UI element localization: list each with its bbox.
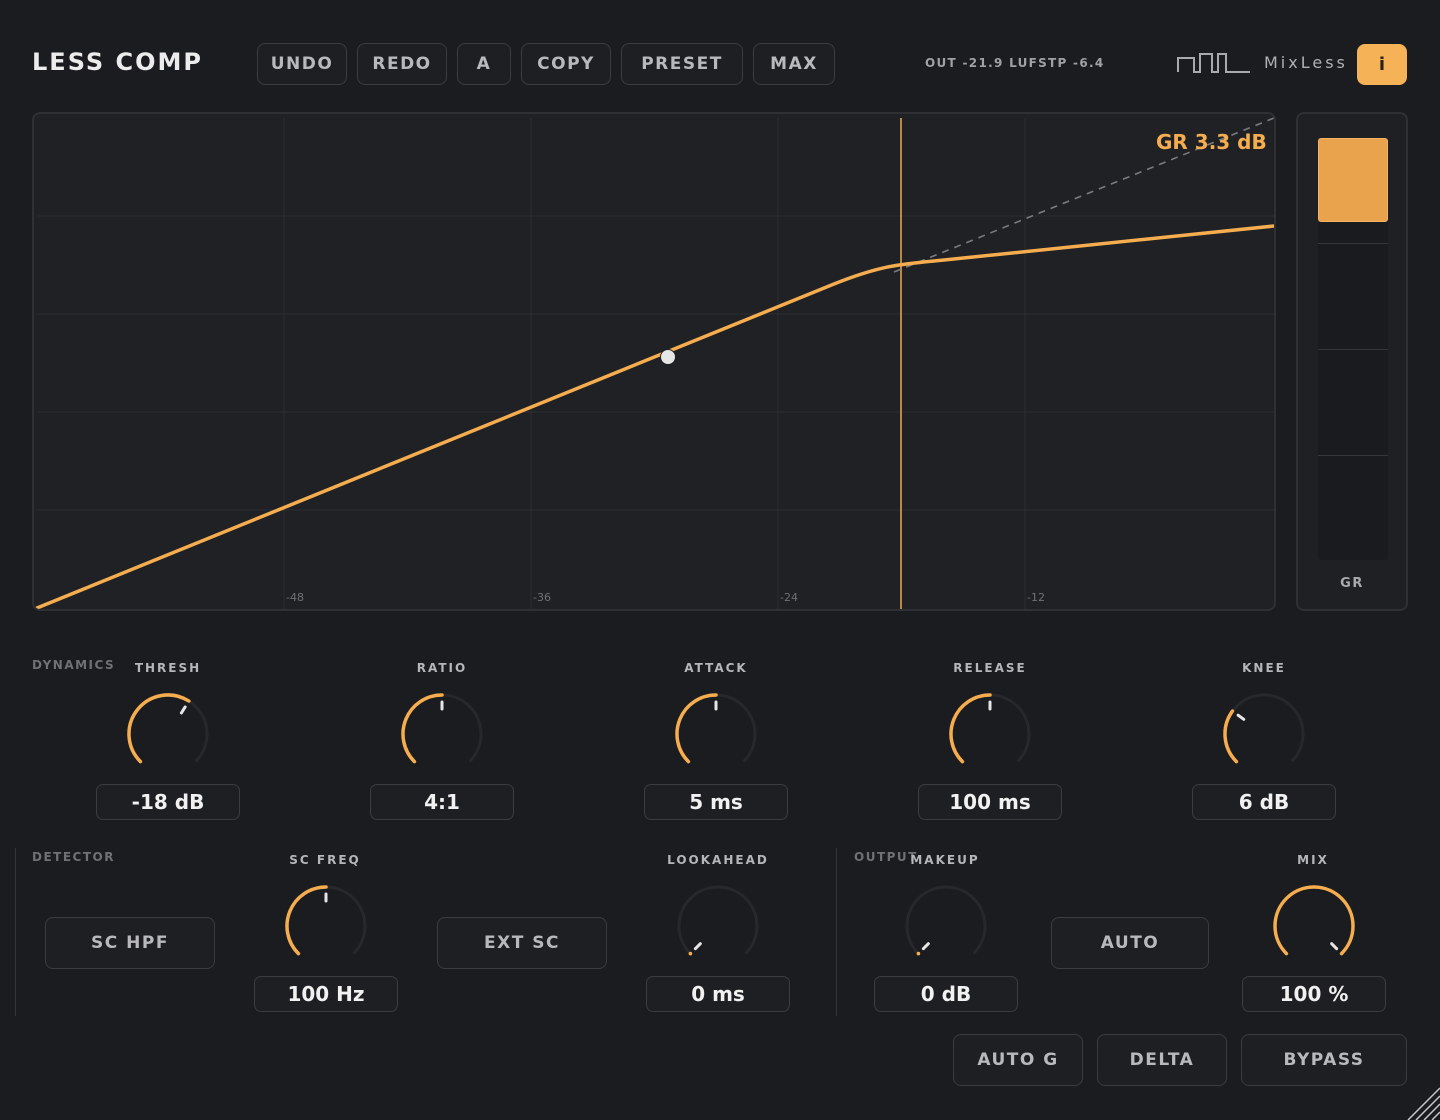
knob-pointer: [921, 942, 930, 951]
knob-value-arc: [1273, 885, 1355, 956]
dynamics-section-label: DYNAMICS: [32, 658, 116, 672]
knob-pointer: [693, 942, 702, 951]
threshold-handle: [660, 349, 676, 365]
mix-knob[interactable]: [1269, 881, 1359, 971]
output-divider: [836, 848, 837, 1016]
sc-freq-label: SC FREQ: [289, 853, 361, 867]
detector-divider: [15, 848, 16, 1016]
gr-meter-label: GR: [1340, 576, 1364, 591]
release-value-field[interactable]: 100 ms: [918, 784, 1062, 820]
attack-knob[interactable]: [671, 689, 761, 779]
knee-knob[interactable]: [1219, 689, 1309, 779]
makeup-knob[interactable]: [901, 881, 991, 971]
x-tick-label: -24: [780, 591, 798, 604]
resize-handle-icon[interactable]: [1402, 1082, 1440, 1120]
makeup-value-field[interactable]: 0 dB: [874, 976, 1018, 1012]
lookahead-knob[interactable]: [673, 881, 763, 971]
knob-value-arc: [127, 693, 191, 764]
detector-section-label: DETECTOR: [32, 850, 115, 864]
gain-reduction-readout: GR 3.3 dB: [1156, 130, 1267, 154]
knob-pointer: [1236, 713, 1246, 721]
sc-freq-knob[interactable]: [281, 881, 371, 971]
knob-value-arc: [949, 693, 992, 764]
knob-value-arc: [688, 951, 693, 956]
knob-pointer: [1330, 942, 1339, 951]
delta-button[interactable]: DELTA: [1097, 1034, 1227, 1086]
knob-pointer: [179, 705, 187, 715]
x-tick-label: -12: [1027, 591, 1045, 604]
output-section-label: OUTPUT: [854, 850, 918, 864]
attack-label: ATTACK: [684, 661, 748, 675]
output-loudness-readout: OUT -21.9 LUFS: [925, 56, 1049, 70]
release-knob[interactable]: [945, 689, 1035, 779]
gain-reduction-meter-fill: [1318, 138, 1388, 222]
true-peak-readout: TP -6.4: [1048, 56, 1105, 70]
sc-freq-value-field[interactable]: 100 Hz: [254, 976, 398, 1012]
knob-value-arc: [401, 693, 444, 764]
copy-button[interactable]: COPY: [521, 43, 611, 85]
knob-value-arc: [1223, 709, 1239, 764]
brand-name: MixLess: [1264, 53, 1348, 72]
mix-value-field[interactable]: 100 %: [1242, 976, 1386, 1012]
release-label: RELEASE: [953, 661, 1027, 675]
compression-curve: [35, 224, 1274, 609]
ab-button[interactable]: A: [457, 43, 511, 85]
attack-value-field[interactable]: 5 ms: [644, 784, 788, 820]
transfer-curve-graph[interactable]: -48 -36 -24 -12: [32, 112, 1276, 611]
ratio-knob[interactable]: [397, 689, 487, 779]
unity-gain-line: [893, 117, 1274, 273]
ratio-label: RATIO: [416, 661, 468, 675]
makeup-label: MAKEUP: [910, 853, 980, 867]
app-title: LESS COMP: [32, 48, 204, 76]
knob-value-arc: [285, 885, 328, 956]
mix-label: MIX: [1297, 853, 1329, 867]
x-tick-label: -36: [533, 591, 551, 604]
lookahead-label: LOOKAHEAD: [667, 853, 769, 867]
ratio-value-field[interactable]: 4:1: [370, 784, 514, 820]
x-tick-label: -48: [286, 591, 304, 604]
undo-button[interactable]: UNDO: [257, 43, 347, 85]
sc-hpf-button[interactable]: SC HPF: [45, 917, 215, 969]
thresh-value-field[interactable]: -18 dB: [96, 784, 240, 820]
auto-gain-button[interactable]: AUTO G: [953, 1034, 1083, 1086]
auto-makeup-button[interactable]: AUTO: [1051, 917, 1209, 969]
thresh-knob[interactable]: [123, 689, 213, 779]
redo-button[interactable]: REDO: [357, 43, 447, 85]
knob-track: [677, 885, 759, 955]
knob-track: [1223, 693, 1305, 763]
knee-value-field[interactable]: 6 dB: [1192, 784, 1336, 820]
ext-sc-button[interactable]: EXT SC: [437, 917, 607, 969]
gain-reduction-meter: GR: [1296, 112, 1408, 611]
info-button[interactable]: i: [1357, 44, 1407, 85]
thresh-label: THRESH: [134, 661, 202, 675]
knob-track: [905, 885, 987, 955]
knob-value-arc: [916, 951, 921, 956]
knob-value-arc: [675, 693, 718, 764]
bypass-button[interactable]: BYPASS: [1241, 1034, 1407, 1086]
knee-label: KNEE: [1242, 661, 1286, 675]
max-button[interactable]: MAX: [753, 43, 835, 85]
brand-logo-icon: [1177, 53, 1250, 73]
lookahead-value-field[interactable]: 0 ms: [646, 976, 790, 1012]
preset-button[interactable]: PRESET: [621, 43, 743, 85]
